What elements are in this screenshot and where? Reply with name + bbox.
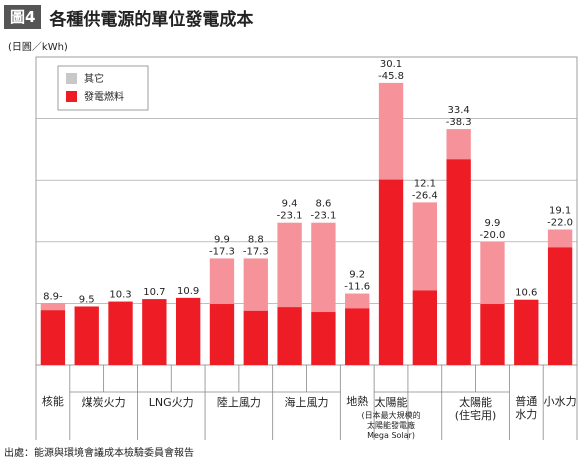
data-label: 10.6 <box>515 288 537 299</box>
source-note: 出處：能源與環境會議成本檢驗委員會報告 <box>4 448 194 459</box>
bar-other-range <box>40 303 66 311</box>
x-group-label: 煤炭火力 <box>82 396 126 409</box>
y-axis-unit-label: (日圓／kWh) <box>8 42 68 53</box>
x-group-label: 海上風力 <box>285 395 329 409</box>
bar-fuel <box>175 297 201 365</box>
bar-other-range <box>446 129 471 160</box>
x-group-sublabel: (日本最大規模的太陽能發電廠 Mega Solar) <box>361 410 420 440</box>
bar-other-range <box>243 258 268 311</box>
x-group-label: 太陽能(住宅用) <box>455 395 497 422</box>
legend: 其它 發電燃料 <box>57 65 149 111</box>
figure-header: 圖4 各種供電源的單位發電成本 <box>4 4 253 30</box>
bar-other-range <box>547 229 573 248</box>
x-group-label: 核能 <box>42 394 64 408</box>
bar-fuel <box>243 310 268 365</box>
bar-fuel <box>40 310 66 365</box>
legend-label-other: 其它 <box>84 72 104 85</box>
x-group-label: 地熱 <box>346 395 368 408</box>
bar-other-range <box>412 202 438 291</box>
bar-fuel <box>209 304 235 365</box>
data-label: 9.9 -17.3 <box>209 234 235 257</box>
figure-title: 各種供電源的單位發電成本 <box>49 9 254 30</box>
data-label: 9.5 <box>79 294 95 305</box>
x-group-label: LNG火力 <box>149 396 194 409</box>
bar-other-range <box>277 222 302 308</box>
x-axis-table: 核能 煤炭火力 LNG火力 陸上風力 海上風力 地熱 太陽能(日本最大規模的太陽能發電廠 Me… <box>35 365 578 440</box>
data-label: 12.1 -26.4 <box>412 178 438 201</box>
bar-other-range <box>345 293 370 309</box>
data-label: 33.4 -38.3 <box>446 105 472 128</box>
bar-fuel <box>514 299 539 365</box>
x-group-label: 太陽能 <box>375 395 408 409</box>
x-group-label: 普通水力 <box>515 394 537 421</box>
legend-swatch-fuel <box>66 91 77 102</box>
x-group-label: 小水力 <box>544 395 577 408</box>
bar-fuel <box>412 290 438 365</box>
bars <box>40 82 573 365</box>
bar-fuel <box>345 308 370 365</box>
bar-other-range <box>378 82 404 180</box>
data-label: 10.9 <box>177 286 199 297</box>
data-label: 8.9- <box>43 291 63 302</box>
bar-other-range <box>209 258 235 305</box>
data-label: 30.1 -45.8 <box>378 59 404 82</box>
data-label: 10.3 <box>109 290 131 301</box>
data-label: 10.7 <box>143 287 165 298</box>
figure-number-badge: 圖4 <box>4 5 42 29</box>
data-label: 19.1 -22.0 <box>547 205 573 228</box>
legend-label-fuel: 發電燃料 <box>84 90 124 103</box>
bar-chart: 8.9- 9.5 10.3 10.7 10.9 9.9 -17.3 8.8 -17.3 9.4 -2… <box>35 56 578 440</box>
bar-fuel <box>378 179 404 365</box>
bar-fuel <box>446 159 471 365</box>
legend-box <box>57 65 149 111</box>
bar-fuel <box>277 307 302 365</box>
data-label: 9.4 -23.1 <box>277 199 303 222</box>
bar-fuel <box>547 247 573 365</box>
bar-fuel <box>480 304 505 365</box>
data-label: 8.6 -23.1 <box>310 199 336 222</box>
x-group-label: 陸上風力 <box>217 396 261 409</box>
bar-fuel <box>142 299 167 365</box>
data-label: 9.2 -11.6 <box>344 270 370 293</box>
data-label: 8.8 -17.3 <box>243 234 269 257</box>
bar-fuel <box>74 306 99 365</box>
bar-fuel <box>108 301 133 365</box>
bar-other-range <box>311 222 336 313</box>
bar-fuel <box>311 312 336 365</box>
data-label: 9.9 -20.0 <box>480 218 506 241</box>
data-labels: 8.9- 9.5 10.3 10.7 10.9 9.9 -17.3 8.8 -17.3 9.4 -2… <box>43 59 573 306</box>
legend-swatch-other <box>66 73 77 84</box>
bar-other-range <box>480 241 505 305</box>
